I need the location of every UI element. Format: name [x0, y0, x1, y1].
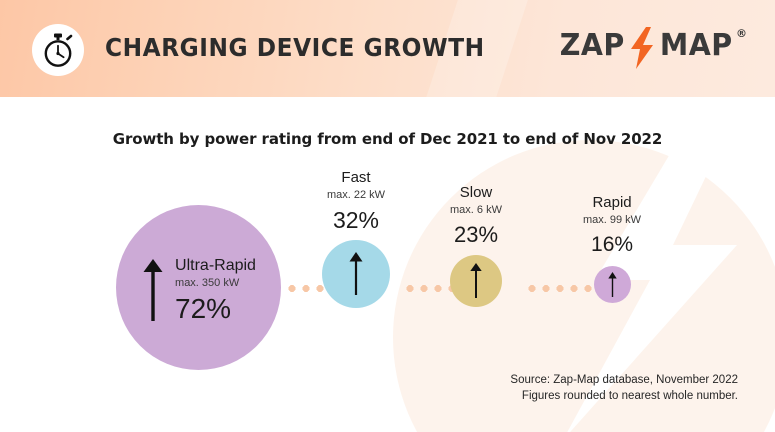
source-line-1: Source: Zap-Map database, November 2022: [510, 374, 738, 386]
up-arrow-icon: [470, 263, 482, 298]
bubble-label-fast: Fast: [341, 169, 371, 186]
bubble-ultra-rapid[interactable]: Ultra-Rapid max. 350 kW 72%: [116, 205, 281, 370]
registered-trademark-icon: ®: [736, 27, 747, 40]
bubble-percent-slow: 23%: [453, 222, 499, 247]
source-note: Source: Zap-Map database, November 2022 …: [510, 372, 738, 404]
zapmap-logo: ZAP MAP ®: [558, 27, 747, 69]
bubble-percent-ultra-rapid: 72%: [175, 293, 232, 324]
bubble-group-fast[interactable]: Fast max. 22 kW 32%: [322, 169, 390, 308]
bubble-max-power-slow: max. 6 kW: [450, 204, 502, 216]
logo-word-zap: ZAP: [559, 28, 625, 63]
bubble-slow[interactable]: [450, 255, 502, 307]
logo-word-map: MAP: [660, 28, 734, 63]
bubble-max-power-rapid: max. 99 kW: [583, 214, 642, 226]
stopwatch-icon: [44, 33, 73, 67]
source-line-2: Figures rounded to nearest whole number.: [521, 390, 738, 402]
connector-ultra-fast: [285, 285, 347, 292]
bubble-group-slow[interactable]: Slow max. 6 kW 23%: [450, 184, 502, 307]
bubble-max-power-ultra-rapid: max. 350 kW: [175, 277, 240, 289]
bubble-max-power-fast: max. 22 kW: [326, 189, 386, 201]
bubble-percent-rapid: 16%: [591, 233, 634, 256]
header-bar: CHARGING DEVICE GROWTH ZAP MAP ®: [0, 0, 775, 97]
up-arrow-icon: [607, 271, 617, 297]
page-title: CHARGING DEVICE GROWTH: [105, 33, 485, 62]
stopwatch-badge: [32, 24, 84, 76]
bubble-label-ultra-rapid: Ultra-Rapid: [175, 257, 256, 274]
bubble-label-rapid: Rapid: [592, 194, 632, 211]
bubble-rapid[interactable]: [593, 266, 631, 303]
up-arrow-icon: [349, 252, 363, 295]
lightning-bolt-icon: [631, 27, 654, 69]
bubble-group-rapid[interactable]: Rapid max. 99 kW 16%: [583, 194, 641, 303]
chart-subtitle: Growth by power rating from end of Dec 2…: [112, 130, 663, 148]
up-arrow-icon: [143, 258, 163, 321]
chart-body: Growth by power rating from end of Dec 2…: [0, 97, 775, 432]
bubble-fast[interactable]: [322, 240, 390, 308]
bubble-label-slow: Slow: [459, 184, 493, 201]
bubble-percent-fast: 32%: [332, 207, 380, 233]
